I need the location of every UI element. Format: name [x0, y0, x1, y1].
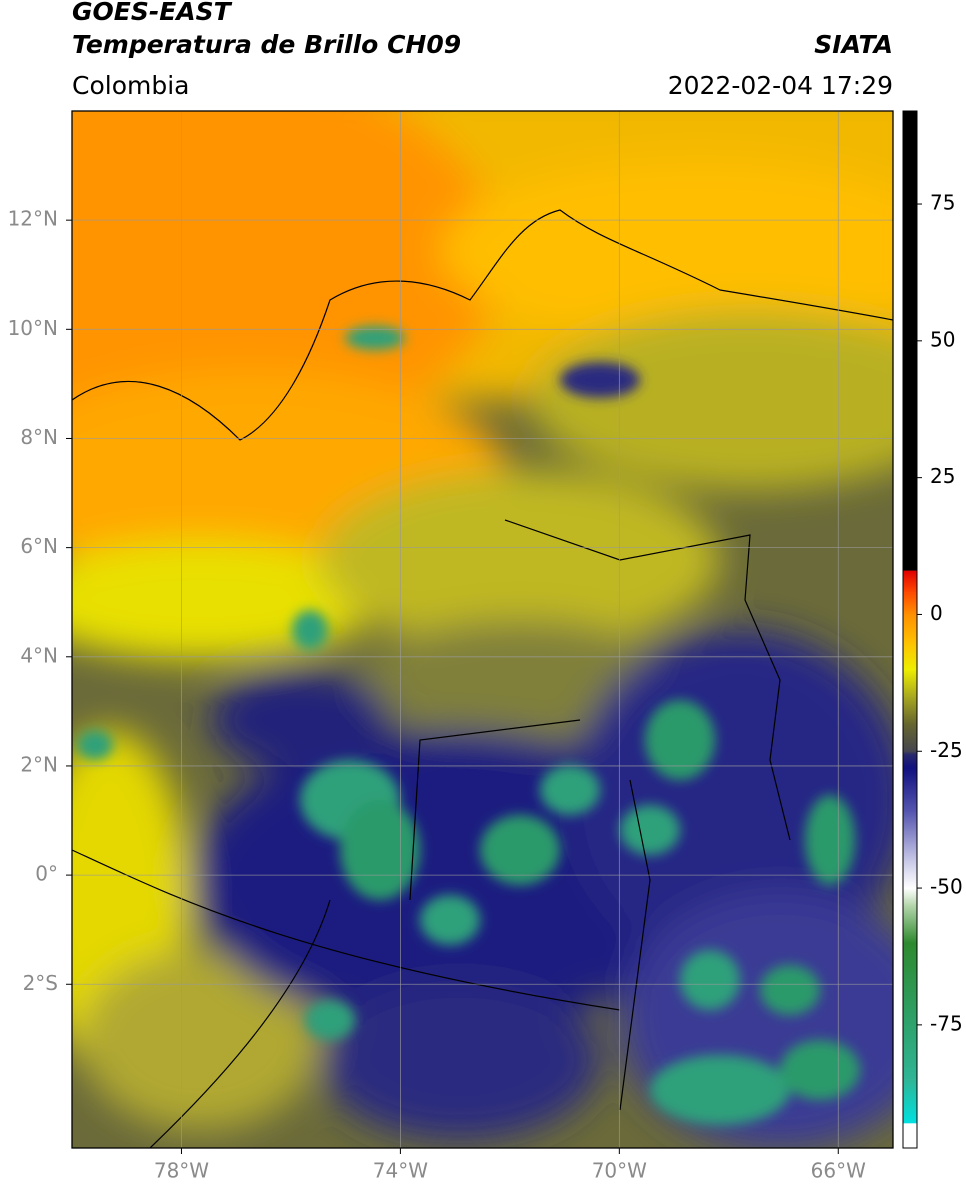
colorbar-tick-label: 50: [930, 327, 955, 351]
colorbar-segment: [903, 669, 917, 697]
datetime: 2022-02-04 17:29: [668, 71, 893, 100]
colorbar-segment: [903, 942, 917, 998]
y-tick-label: 6°N: [20, 534, 58, 558]
y-tick-label: 2°N: [20, 752, 58, 776]
colorbar-segment: [903, 696, 917, 725]
y-tick-label: 0°: [35, 862, 58, 886]
x-tick-label: 78°W: [154, 1159, 209, 1183]
satellite-image: [72, 111, 893, 1148]
x-tick-label: 66°W: [811, 1159, 866, 1183]
title: GOES-EAST: [72, 0, 233, 26]
colorbar-segment: [903, 888, 917, 905]
colorbar-tick-label: 25: [930, 464, 955, 488]
y-tick-label: 8°N: [20, 425, 58, 449]
colorbar-segment: [903, 753, 917, 768]
colorbar-tick-label: 0: [930, 601, 943, 625]
colorbar-segment: [903, 751, 917, 755]
y-tick-label: 2°S: [23, 971, 58, 995]
colorbar-tick-label: -50: [930, 875, 963, 899]
colorbar-segment: [903, 860, 917, 889]
y-tick-label: 10°N: [8, 316, 58, 340]
colorbar-tick-label: -25: [930, 738, 963, 762]
colorbar-segment: [903, 723, 917, 752]
colorbar-segment: [903, 904, 917, 944]
colorbar-frame: [902, 110, 918, 1149]
region: Colombia: [72, 71, 189, 100]
colorbar-segment: [903, 614, 917, 643]
borders: [72, 209, 893, 1148]
colorbar-segment: [903, 641, 917, 670]
colorbar-segment: [903, 1079, 917, 1124]
colorbar-segment: [903, 570, 917, 593]
source: SIATA: [814, 30, 893, 59]
colorbar-segment: [903, 592, 917, 615]
colorbar-segment: [903, 1122, 917, 1124]
x-tick-label: 74°W: [373, 1159, 428, 1183]
colorbar-segment: [903, 811, 917, 862]
map-frame: [71, 110, 894, 1149]
y-tick-label: 12°N: [8, 207, 58, 231]
colorbar-tick-label: -75: [930, 1011, 963, 1035]
colorbar-tick-label: 75: [930, 191, 955, 215]
colorbar: [903, 111, 917, 1149]
colorbar-segment: [903, 570, 917, 571]
x-tick-label: 70°W: [592, 1159, 647, 1183]
colorbar-segment: [903, 111, 917, 571]
colorbar-segment: [903, 997, 917, 1080]
colorbar-segment: [903, 1123, 917, 1149]
subtitle: Temperatura de Brillo CH09: [72, 30, 461, 59]
grid: [72, 111, 893, 1148]
y-tick-label: 4°N: [20, 643, 58, 667]
colorbar-segment: [903, 767, 917, 812]
